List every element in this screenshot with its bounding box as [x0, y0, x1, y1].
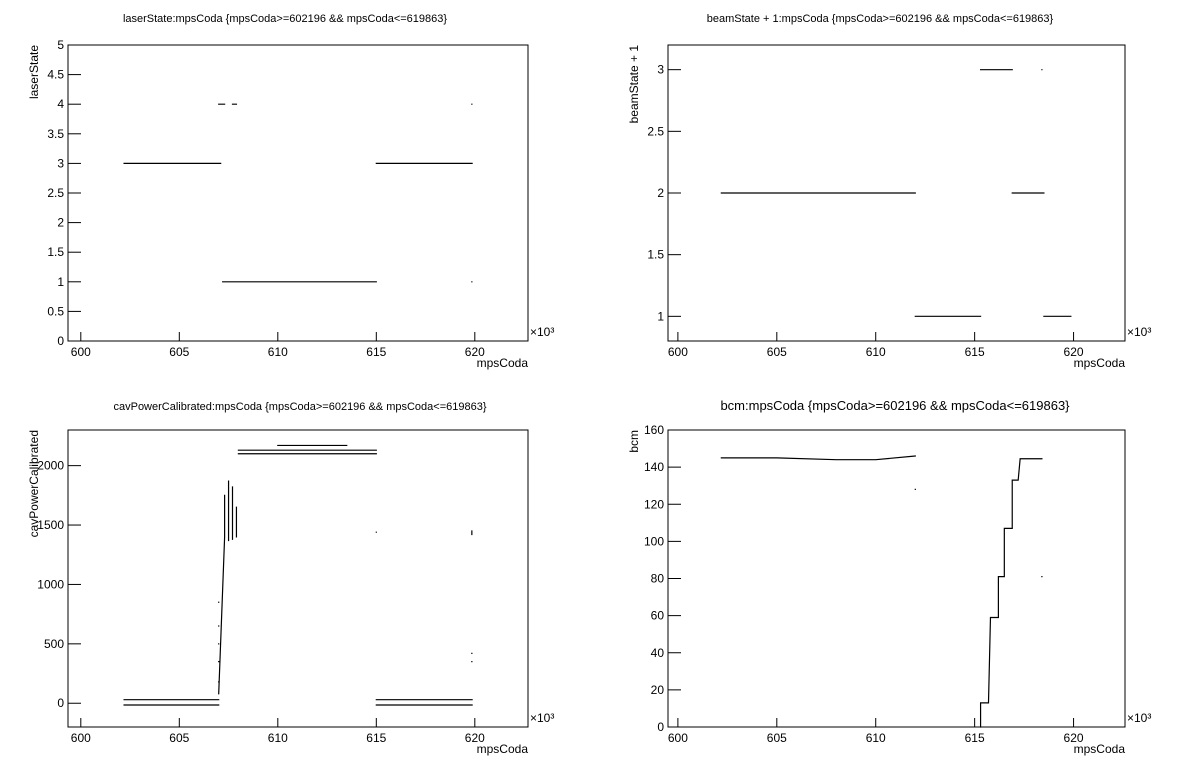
- y-tick-label: 40: [651, 646, 665, 660]
- y-axis-label: beamState + 1: [627, 45, 641, 124]
- x-tick-label: 610: [268, 345, 288, 359]
- data-line: [720, 69, 1072, 317]
- y-tick-label: 1: [657, 309, 664, 323]
- x-multiplier: ×10³: [1127, 325, 1151, 339]
- y-tick-label: 2.5: [47, 186, 64, 200]
- x-tick-label: 600: [668, 345, 688, 359]
- y-tick-label: 3: [657, 63, 664, 77]
- x-tick-label: 620: [1064, 345, 1084, 359]
- y-tick-label: 2000: [37, 459, 64, 473]
- x-multiplier: ×10³: [530, 711, 554, 725]
- data-line: [720, 455, 1043, 728]
- x-tick-label: 620: [1064, 731, 1084, 745]
- x-tick-label: 615: [366, 731, 386, 745]
- x-axis-label: mpsCoda: [1074, 356, 1126, 370]
- y-tick-label: 4.5: [47, 68, 64, 82]
- y-tick-label: 3.5: [47, 127, 64, 141]
- y-axis-label: cavPowerCalibrated: [27, 430, 41, 537]
- x-tick-label: 600: [668, 731, 688, 745]
- plot-frame: [667, 429, 1126, 728]
- y-tick-label: 0: [657, 720, 664, 734]
- y-tick-label: 2: [57, 216, 64, 230]
- x-tick-label: 605: [767, 345, 787, 359]
- x-tick-label: 610: [268, 731, 288, 745]
- y-tick-label: 0.5: [47, 304, 64, 318]
- x-tick-label: 605: [169, 731, 189, 745]
- y-tick-label: 160: [644, 423, 664, 437]
- chart-title: laserState:mpsCoda {mpsCoda>=602196 && m…: [123, 13, 447, 25]
- x-tick-label: 605: [767, 731, 787, 745]
- y-tick-label: 2.5: [647, 124, 664, 138]
- y-axis-label: bcm: [627, 430, 641, 453]
- x-axis-label: mpsCoda: [1074, 742, 1126, 756]
- y-tick-label: 3: [57, 156, 64, 170]
- y-tick-label: 120: [644, 497, 664, 511]
- x-tick-label: 615: [965, 345, 985, 359]
- x-tick-label: 615: [366, 345, 386, 359]
- y-tick-label: 500: [44, 637, 64, 651]
- y-tick-label: 20: [651, 683, 665, 697]
- y-tick-label: 140: [644, 460, 664, 474]
- plot-frame: [67, 429, 529, 728]
- plot-frame: [67, 44, 529, 342]
- x-tick-label: 600: [71, 345, 91, 359]
- data-line: [123, 103, 473, 283]
- x-tick-label: 600: [71, 731, 91, 745]
- y-tick-label: 4: [57, 97, 64, 111]
- y-tick-label: 1500: [37, 518, 64, 532]
- y-tick-label: 60: [651, 609, 665, 623]
- chart-title: beamState + 1:mpsCoda {mpsCoda>=602196 &…: [707, 13, 1054, 25]
- x-axis-label: mpsCoda: [477, 356, 529, 370]
- x-tick-label: 620: [465, 345, 485, 359]
- chart-title: cavPowerCalibrated:mpsCoda {mpsCoda>=602…: [113, 401, 486, 413]
- y-tick-label: 1.5: [647, 248, 664, 262]
- y-tick-label: 0: [57, 696, 64, 710]
- y-axis-label: laserState: [27, 45, 41, 99]
- x-tick-label: 610: [866, 731, 886, 745]
- x-tick-label: 605: [169, 345, 189, 359]
- x-multiplier: ×10³: [1127, 711, 1151, 725]
- y-tick-label: 0: [57, 334, 64, 348]
- x-tick-label: 620: [465, 731, 485, 745]
- chart-title: bcm:mpsCoda {mpsCoda>=602196 && mpsCoda<…: [720, 398, 1070, 413]
- y-tick-label: 1: [57, 275, 64, 289]
- y-tick-label: 5: [57, 38, 64, 52]
- x-tick-label: 615: [965, 731, 985, 745]
- y-tick-label: 2: [657, 186, 664, 200]
- y-tick-label: 1000: [37, 577, 64, 591]
- y-tick-label: 80: [651, 572, 665, 586]
- x-axis-label: mpsCoda: [477, 742, 529, 756]
- y-tick-label: 1.5: [47, 245, 64, 259]
- data-line: [123, 444, 473, 706]
- x-tick-label: 610: [866, 345, 886, 359]
- y-tick-label: 100: [644, 534, 664, 548]
- x-multiplier: ×10³: [530, 325, 554, 339]
